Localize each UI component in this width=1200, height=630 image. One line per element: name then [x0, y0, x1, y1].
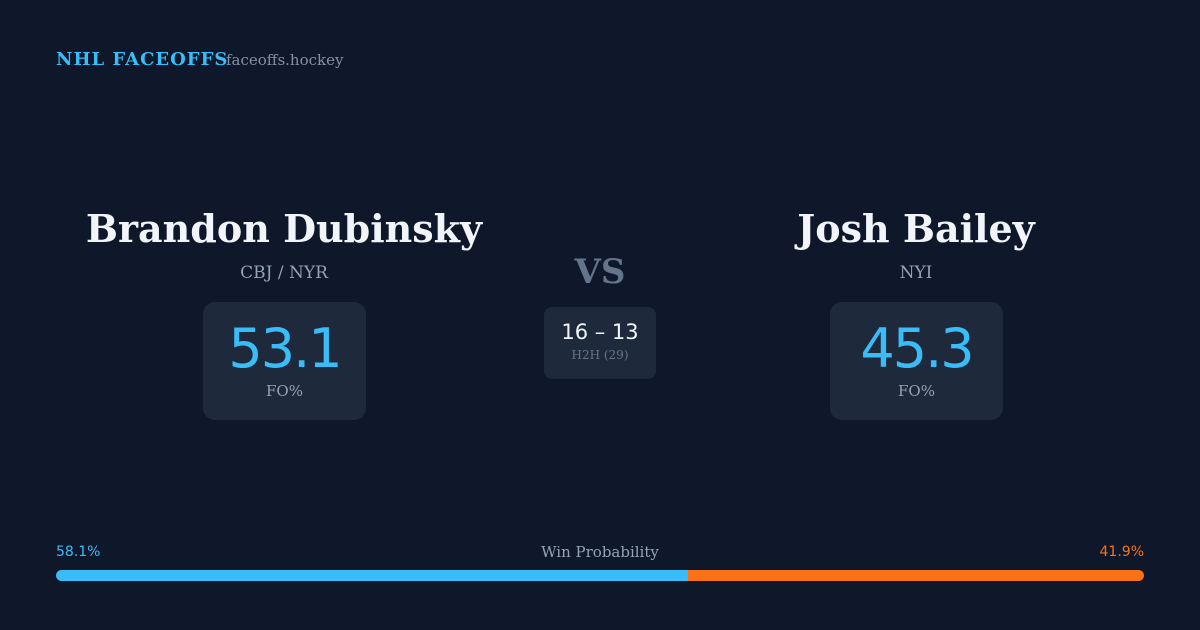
win-prob-segment — [56, 570, 689, 581]
fo-pct: 53.1 — [228, 317, 342, 380]
h2h-box: 16 – 13 H2H (29) — [544, 307, 656, 379]
player-name: Josh Bailey — [797, 206, 1035, 251]
fo-pct: 45.3 — [860, 317, 974, 380]
player-name: Brandon Dubinsky — [85, 206, 483, 251]
brand: NHL FACEOFFS — [56, 49, 229, 70]
win-prob-segment — [688, 570, 1144, 581]
player-team: CBJ / NYR — [240, 263, 328, 283]
h2h-label: H2H (29) — [571, 348, 629, 362]
stat-box: 53.1 FO% — [203, 302, 366, 420]
fo-label: FO% — [898, 382, 935, 400]
player-team: NYI — [899, 263, 933, 283]
win-prob-left: 58.1% — [56, 544, 101, 560]
stat-box: 45.3 FO% — [830, 302, 1003, 420]
h2h-score: 16 – 13 — [561, 320, 639, 344]
vs: VS — [574, 252, 626, 292]
win-prob-bar — [56, 570, 1144, 581]
site: faceoffs.hockey — [226, 51, 344, 69]
win-prob-right: 41.9% — [1099, 544, 1144, 560]
win-prob-title: Win Probability — [541, 543, 659, 561]
fo-label: FO% — [266, 382, 303, 400]
